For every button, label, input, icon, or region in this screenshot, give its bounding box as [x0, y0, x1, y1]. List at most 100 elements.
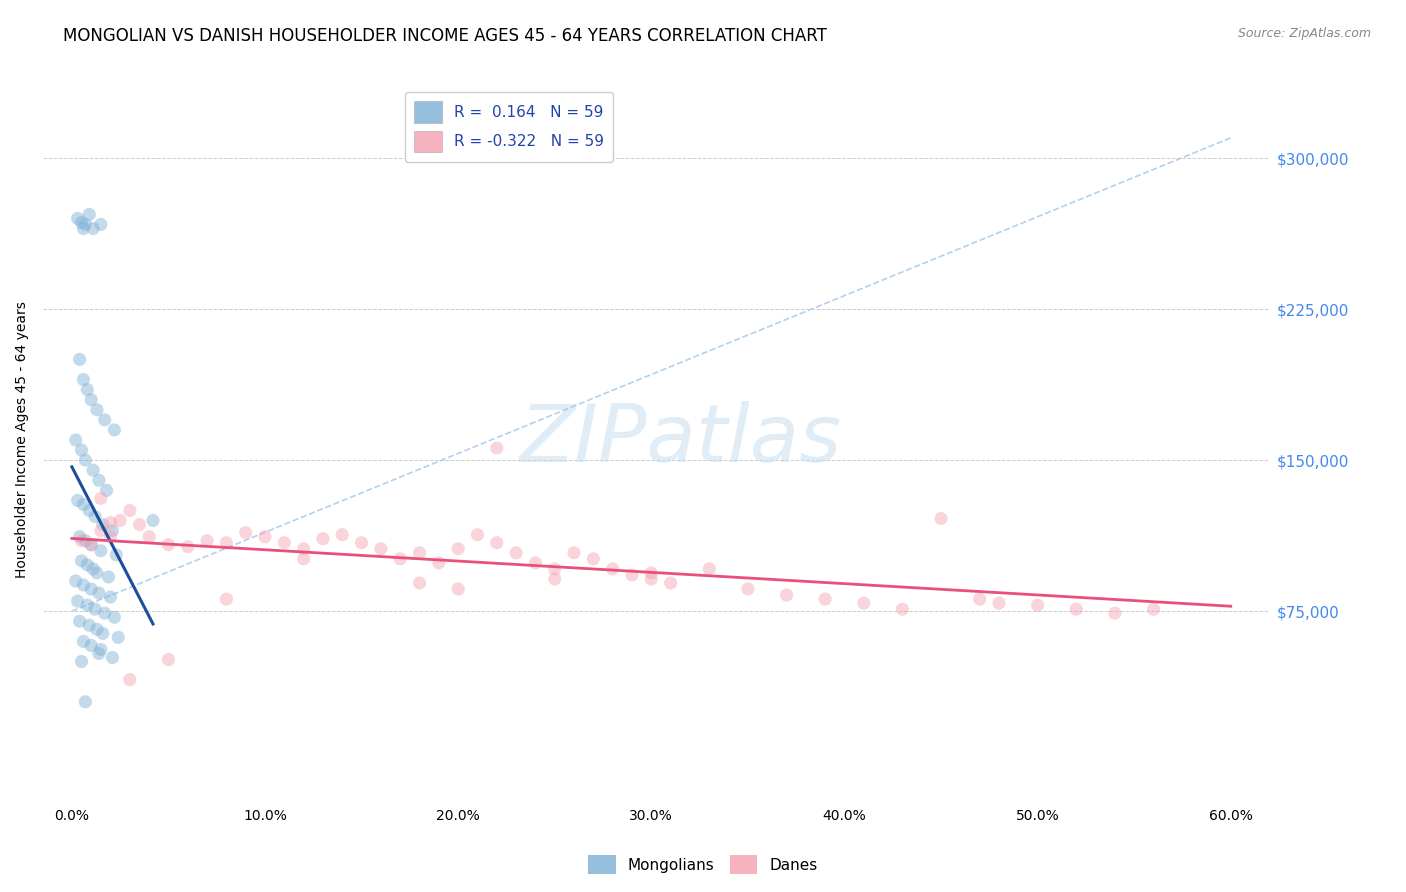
Point — [82, 221, 104, 235]
Point — [544, 572, 567, 586]
Point — [75, 453, 97, 467]
Point — [86, 623, 108, 637]
Point — [105, 548, 128, 562]
Point — [737, 582, 759, 596]
Point — [101, 524, 124, 538]
Point — [389, 551, 412, 566]
Point — [524, 556, 547, 570]
Point — [350, 535, 373, 549]
Point — [447, 582, 470, 596]
Point — [195, 533, 218, 548]
Point — [76, 383, 98, 397]
Point — [72, 221, 94, 235]
Point — [77, 618, 100, 632]
Legend: Mongolians, Danes: Mongolians, Danes — [582, 849, 824, 880]
Legend: R =  0.164   N = 59, R = -0.322   N = 59: R = 0.164 N = 59, R = -0.322 N = 59 — [405, 93, 613, 161]
Point — [235, 525, 257, 540]
Point — [70, 655, 93, 669]
Y-axis label: Householder Income Ages 45 - 64 years: Householder Income Ages 45 - 64 years — [15, 301, 30, 578]
Point — [1104, 606, 1126, 620]
Point — [330, 527, 353, 541]
Point — [101, 650, 124, 665]
Point — [292, 541, 315, 556]
Point — [1026, 598, 1049, 612]
Point — [80, 639, 103, 653]
Point — [852, 596, 875, 610]
Point — [87, 586, 110, 600]
Point — [620, 568, 643, 582]
Point — [108, 514, 131, 528]
Point — [70, 215, 93, 229]
Point — [447, 541, 470, 556]
Point — [640, 566, 662, 580]
Point — [467, 527, 489, 541]
Point — [1064, 602, 1087, 616]
Point — [107, 631, 129, 645]
Point — [80, 392, 103, 407]
Point — [100, 516, 122, 530]
Point — [969, 592, 991, 607]
Point — [75, 218, 97, 232]
Point — [312, 532, 335, 546]
Point — [505, 546, 527, 560]
Point — [80, 582, 103, 596]
Point — [66, 594, 89, 608]
Point — [253, 530, 276, 544]
Point — [77, 503, 100, 517]
Point — [177, 540, 200, 554]
Point — [97, 570, 120, 584]
Point — [91, 517, 114, 532]
Point — [775, 588, 797, 602]
Point — [1142, 602, 1164, 616]
Point — [93, 413, 115, 427]
Point — [93, 606, 115, 620]
Point — [988, 596, 1011, 610]
Point — [814, 592, 837, 607]
Point — [65, 433, 87, 447]
Point — [84, 509, 107, 524]
Text: MONGOLIAN VS DANISH HOUSEHOLDER INCOME AGES 45 - 64 YEARS CORRELATION CHART: MONGOLIAN VS DANISH HOUSEHOLDER INCOME A… — [63, 27, 827, 45]
Point — [215, 535, 238, 549]
Point — [87, 647, 110, 661]
Point — [72, 578, 94, 592]
Point — [77, 207, 100, 221]
Point — [485, 535, 508, 549]
Point — [90, 543, 112, 558]
Point — [66, 493, 89, 508]
Text: ZIPatlas: ZIPatlas — [520, 401, 842, 479]
Point — [90, 491, 112, 506]
Point — [157, 652, 180, 666]
Text: Source: ZipAtlas.com: Source: ZipAtlas.com — [1237, 27, 1371, 40]
Point — [273, 535, 295, 549]
Point — [72, 634, 94, 648]
Point — [90, 524, 112, 538]
Point — [142, 514, 165, 528]
Point — [103, 610, 125, 624]
Point — [76, 558, 98, 572]
Point — [70, 443, 93, 458]
Point — [70, 533, 93, 548]
Point — [80, 538, 103, 552]
Point — [72, 373, 94, 387]
Point — [640, 572, 662, 586]
Point — [697, 562, 720, 576]
Point — [76, 598, 98, 612]
Point — [69, 530, 91, 544]
Point — [82, 463, 104, 477]
Point — [75, 695, 97, 709]
Point — [427, 556, 450, 570]
Point — [70, 554, 93, 568]
Point — [66, 211, 89, 226]
Point — [65, 574, 87, 588]
Point — [118, 673, 141, 687]
Point — [485, 441, 508, 455]
Point — [118, 503, 141, 517]
Point — [69, 614, 91, 628]
Point — [562, 546, 585, 560]
Point — [80, 538, 103, 552]
Point — [215, 592, 238, 607]
Point — [929, 511, 952, 525]
Point — [128, 517, 150, 532]
Point — [582, 551, 605, 566]
Point — [75, 533, 97, 548]
